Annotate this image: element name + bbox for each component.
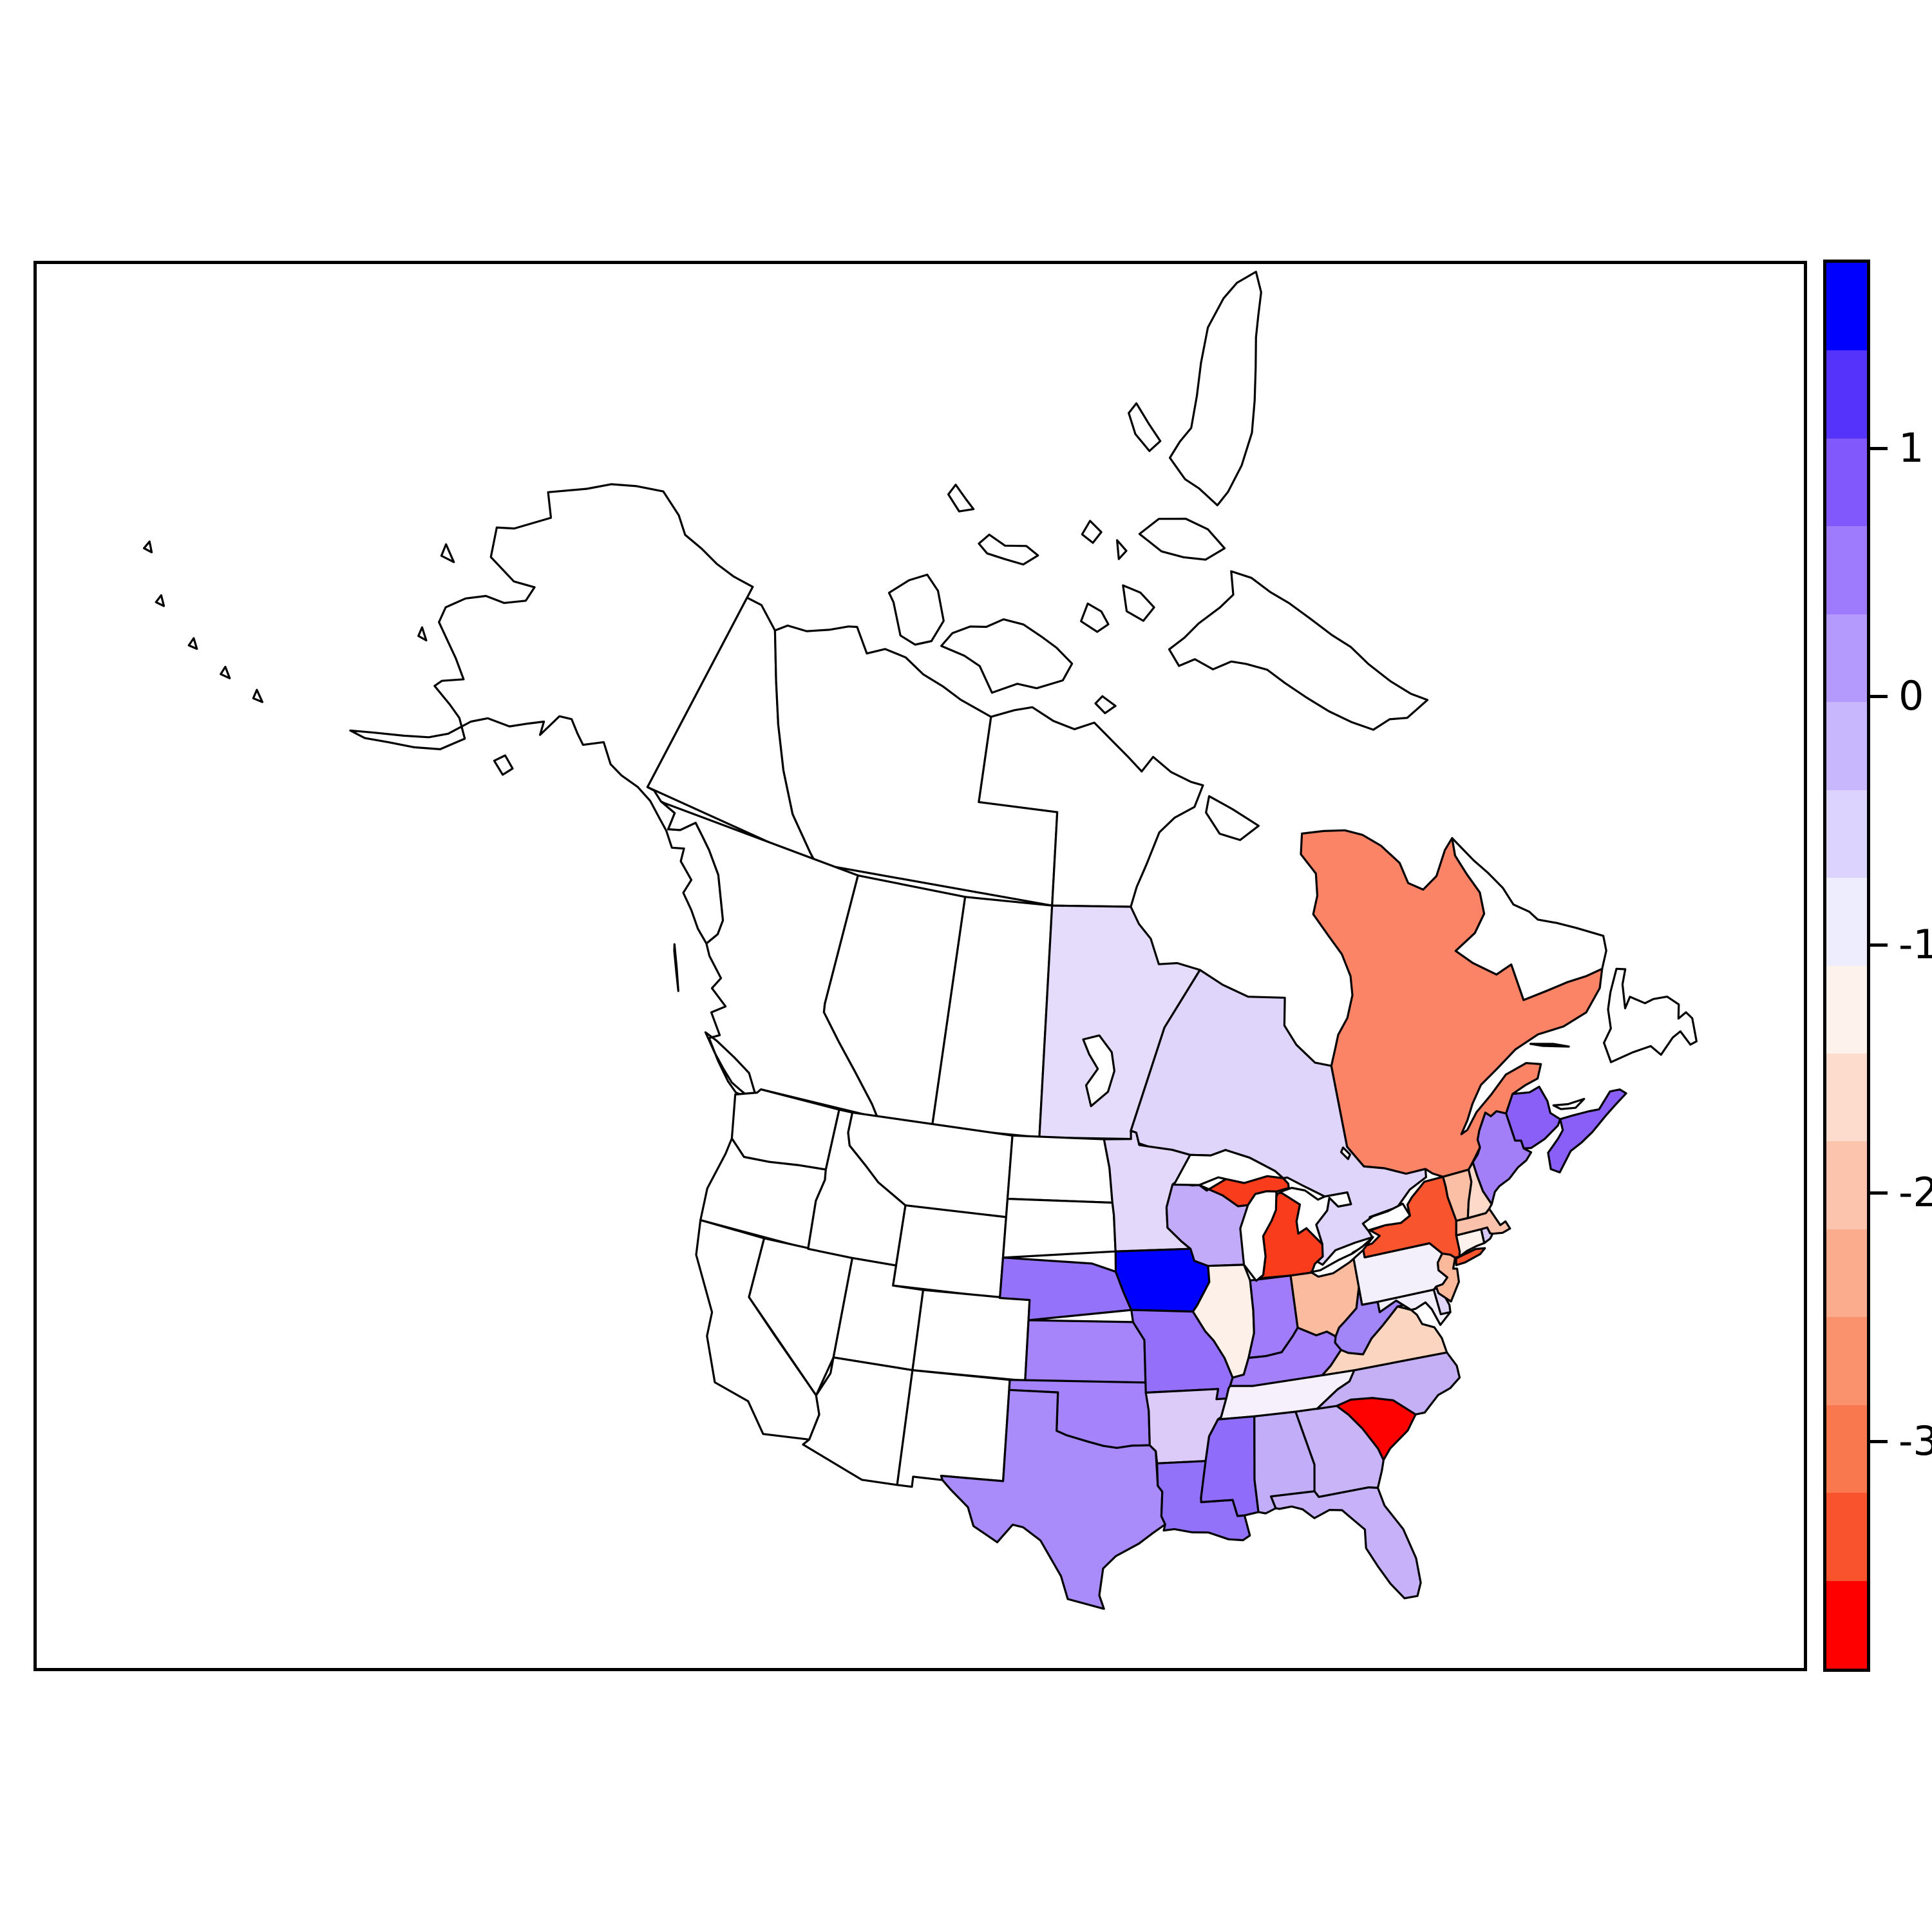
lake-l_wpg	[1082, 1034, 1115, 1108]
region-nt	[773, 624, 1059, 907]
region-ks	[1024, 1319, 1147, 1384]
map-plot-frame	[33, 261, 1807, 1671]
region-axel	[1128, 402, 1162, 452]
lake-l_mic	[1239, 1190, 1278, 1282]
region-kwi	[1094, 695, 1117, 714]
colorbar-segment-10	[1826, 1053, 1867, 1142]
lake-l_eri	[1309, 1236, 1374, 1278]
colorbar-segment-11	[1826, 1141, 1867, 1229]
colorbar-tick-mark	[1870, 1191, 1888, 1195]
region-ns	[1547, 1088, 1627, 1174]
region-me	[1472, 1110, 1533, 1206]
colorbar-segment-15	[1826, 1493, 1867, 1581]
region-sd	[1001, 1197, 1117, 1259]
colorbar-tick-label: -1	[1899, 920, 1932, 968]
lake-l_sup	[1171, 1149, 1285, 1186]
lake-l_tim	[1340, 1146, 1351, 1160]
colorbar-segment-16	[1826, 1580, 1867, 1669]
region-ppat	[947, 484, 975, 513]
region-co	[911, 1289, 1031, 1382]
colorbar-tick-label: -2	[1899, 1169, 1932, 1217]
region-dev	[1138, 517, 1226, 561]
region-ak	[143, 483, 754, 945]
region-som	[1122, 584, 1155, 622]
colorbar-segment-7	[1826, 790, 1867, 878]
region-pow	[1080, 602, 1110, 633]
region-bc	[659, 800, 879, 1119]
colorbar-segment-1	[1826, 263, 1867, 351]
region-banks	[887, 573, 945, 646]
colorbar-segment-13	[1826, 1317, 1867, 1405]
colorbar-segment-12	[1826, 1229, 1867, 1318]
colorbar-segment-3	[1826, 438, 1867, 527]
north-america-choropleth-map	[143, 270, 1698, 1610]
region-pe	[1552, 1097, 1586, 1110]
region-wy	[892, 1204, 1007, 1300]
colorbar-segment-8	[1826, 878, 1867, 966]
colorbar-segment-14	[1826, 1405, 1867, 1493]
lake-l_ont	[1361, 1202, 1411, 1232]
region-nl_lab	[1451, 837, 1607, 1001]
region-nm	[896, 1369, 1011, 1488]
region-bath	[1081, 520, 1103, 544]
region-fl	[1270, 1486, 1422, 1600]
region-elles	[1169, 270, 1262, 507]
colorbar-tick-mark	[1870, 1439, 1888, 1443]
region-tx	[940, 1388, 1166, 1610]
colorbar-tick-mark	[1870, 446, 1888, 450]
region-nc	[1316, 1351, 1461, 1416]
colorbar-tick-label: 0	[1899, 672, 1924, 720]
region-shi	[1205, 795, 1260, 841]
colorbar-tick-label: -3	[1899, 1417, 1932, 1464]
colorbar-segment-4	[1826, 526, 1867, 614]
colorbar-segment-2	[1826, 350, 1867, 439]
colorbar-segment-9	[1826, 965, 1867, 1054]
colorbar-segment-5	[1826, 614, 1867, 703]
lake-l_hur	[1279, 1186, 1352, 1245]
colorbar-tick-mark	[1870, 943, 1888, 947]
region-corn	[1116, 539, 1128, 560]
colorbar-segment-6	[1826, 702, 1867, 790]
colorbar-tick-mark	[1870, 695, 1888, 699]
colorbar-tick-label: 1	[1899, 424, 1924, 471]
region-nl_nf	[1603, 967, 1698, 1063]
region-nd	[1006, 1134, 1113, 1204]
colorbar	[1823, 260, 1870, 1672]
region-melv	[978, 533, 1039, 566]
region-baff	[1168, 570, 1429, 731]
region-vict	[940, 618, 1074, 694]
